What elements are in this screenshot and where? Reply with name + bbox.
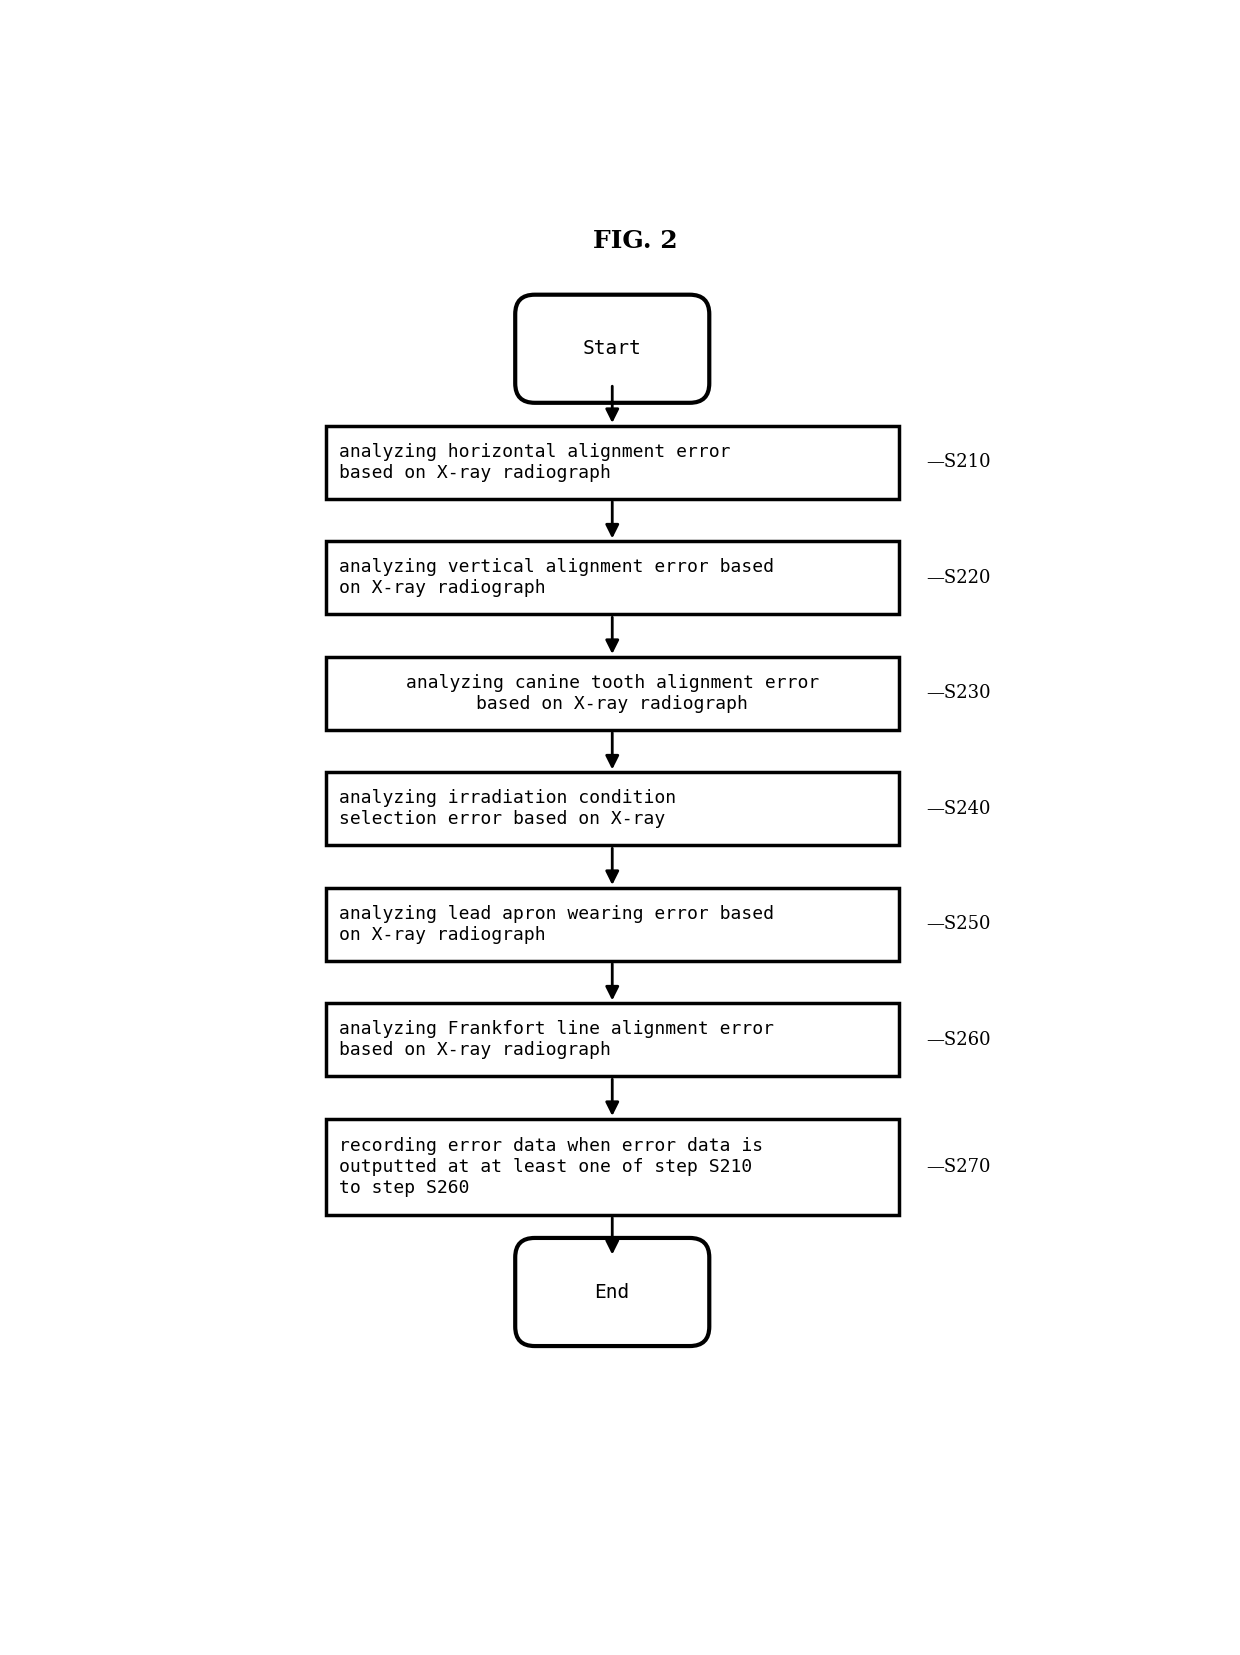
Text: on X-ray radiograph: on X-ray radiograph [340, 579, 546, 597]
Text: outputted at at least one of step S210: outputted at at least one of step S210 [340, 1158, 753, 1175]
Text: FIG. 2: FIG. 2 [593, 228, 678, 253]
FancyBboxPatch shape [516, 295, 709, 402]
Text: Start: Start [583, 339, 641, 357]
Text: based on X-ray radiograph: based on X-ray radiograph [476, 695, 748, 713]
Bar [325, 887, 899, 962]
Text: analyzing canine tooth alignment error: analyzing canine tooth alignment error [405, 674, 818, 692]
Text: —S230: —S230 [926, 684, 991, 702]
Bar [325, 1003, 899, 1076]
Bar [325, 425, 899, 498]
Text: —S260: —S260 [926, 1031, 991, 1049]
Text: —S210: —S210 [926, 453, 991, 472]
Bar [325, 657, 899, 730]
Text: —S220: —S220 [926, 569, 991, 588]
Text: analyzing horizontal alignment error: analyzing horizontal alignment error [340, 444, 730, 460]
Text: —S270: —S270 [926, 1158, 991, 1175]
Text: analyzing irradiation condition: analyzing irradiation condition [340, 789, 677, 808]
Text: based on X-ray radiograph: based on X-ray radiograph [340, 463, 611, 482]
Text: analyzing vertical alignment error based: analyzing vertical alignment error based [340, 558, 775, 576]
Text: End: End [595, 1283, 630, 1301]
Text: recording error data when error data is: recording error data when error data is [340, 1137, 764, 1155]
Text: on X-ray radiograph: on X-ray radiograph [340, 925, 546, 943]
FancyBboxPatch shape [516, 1238, 709, 1346]
Text: —S240: —S240 [926, 799, 991, 818]
Text: selection error based on X-ray: selection error based on X-ray [340, 811, 666, 829]
Text: based on X-ray radiograph: based on X-ray radiograph [340, 1041, 611, 1059]
Text: analyzing Frankfort line alignment error: analyzing Frankfort line alignment error [340, 1021, 775, 1038]
Text: analyzing lead apron wearing error based: analyzing lead apron wearing error based [340, 905, 775, 923]
Bar [325, 1119, 899, 1215]
Text: —S250: —S250 [926, 915, 991, 933]
Bar [325, 541, 899, 614]
Text: to step S260: to step S260 [340, 1178, 470, 1197]
Bar [325, 773, 899, 846]
